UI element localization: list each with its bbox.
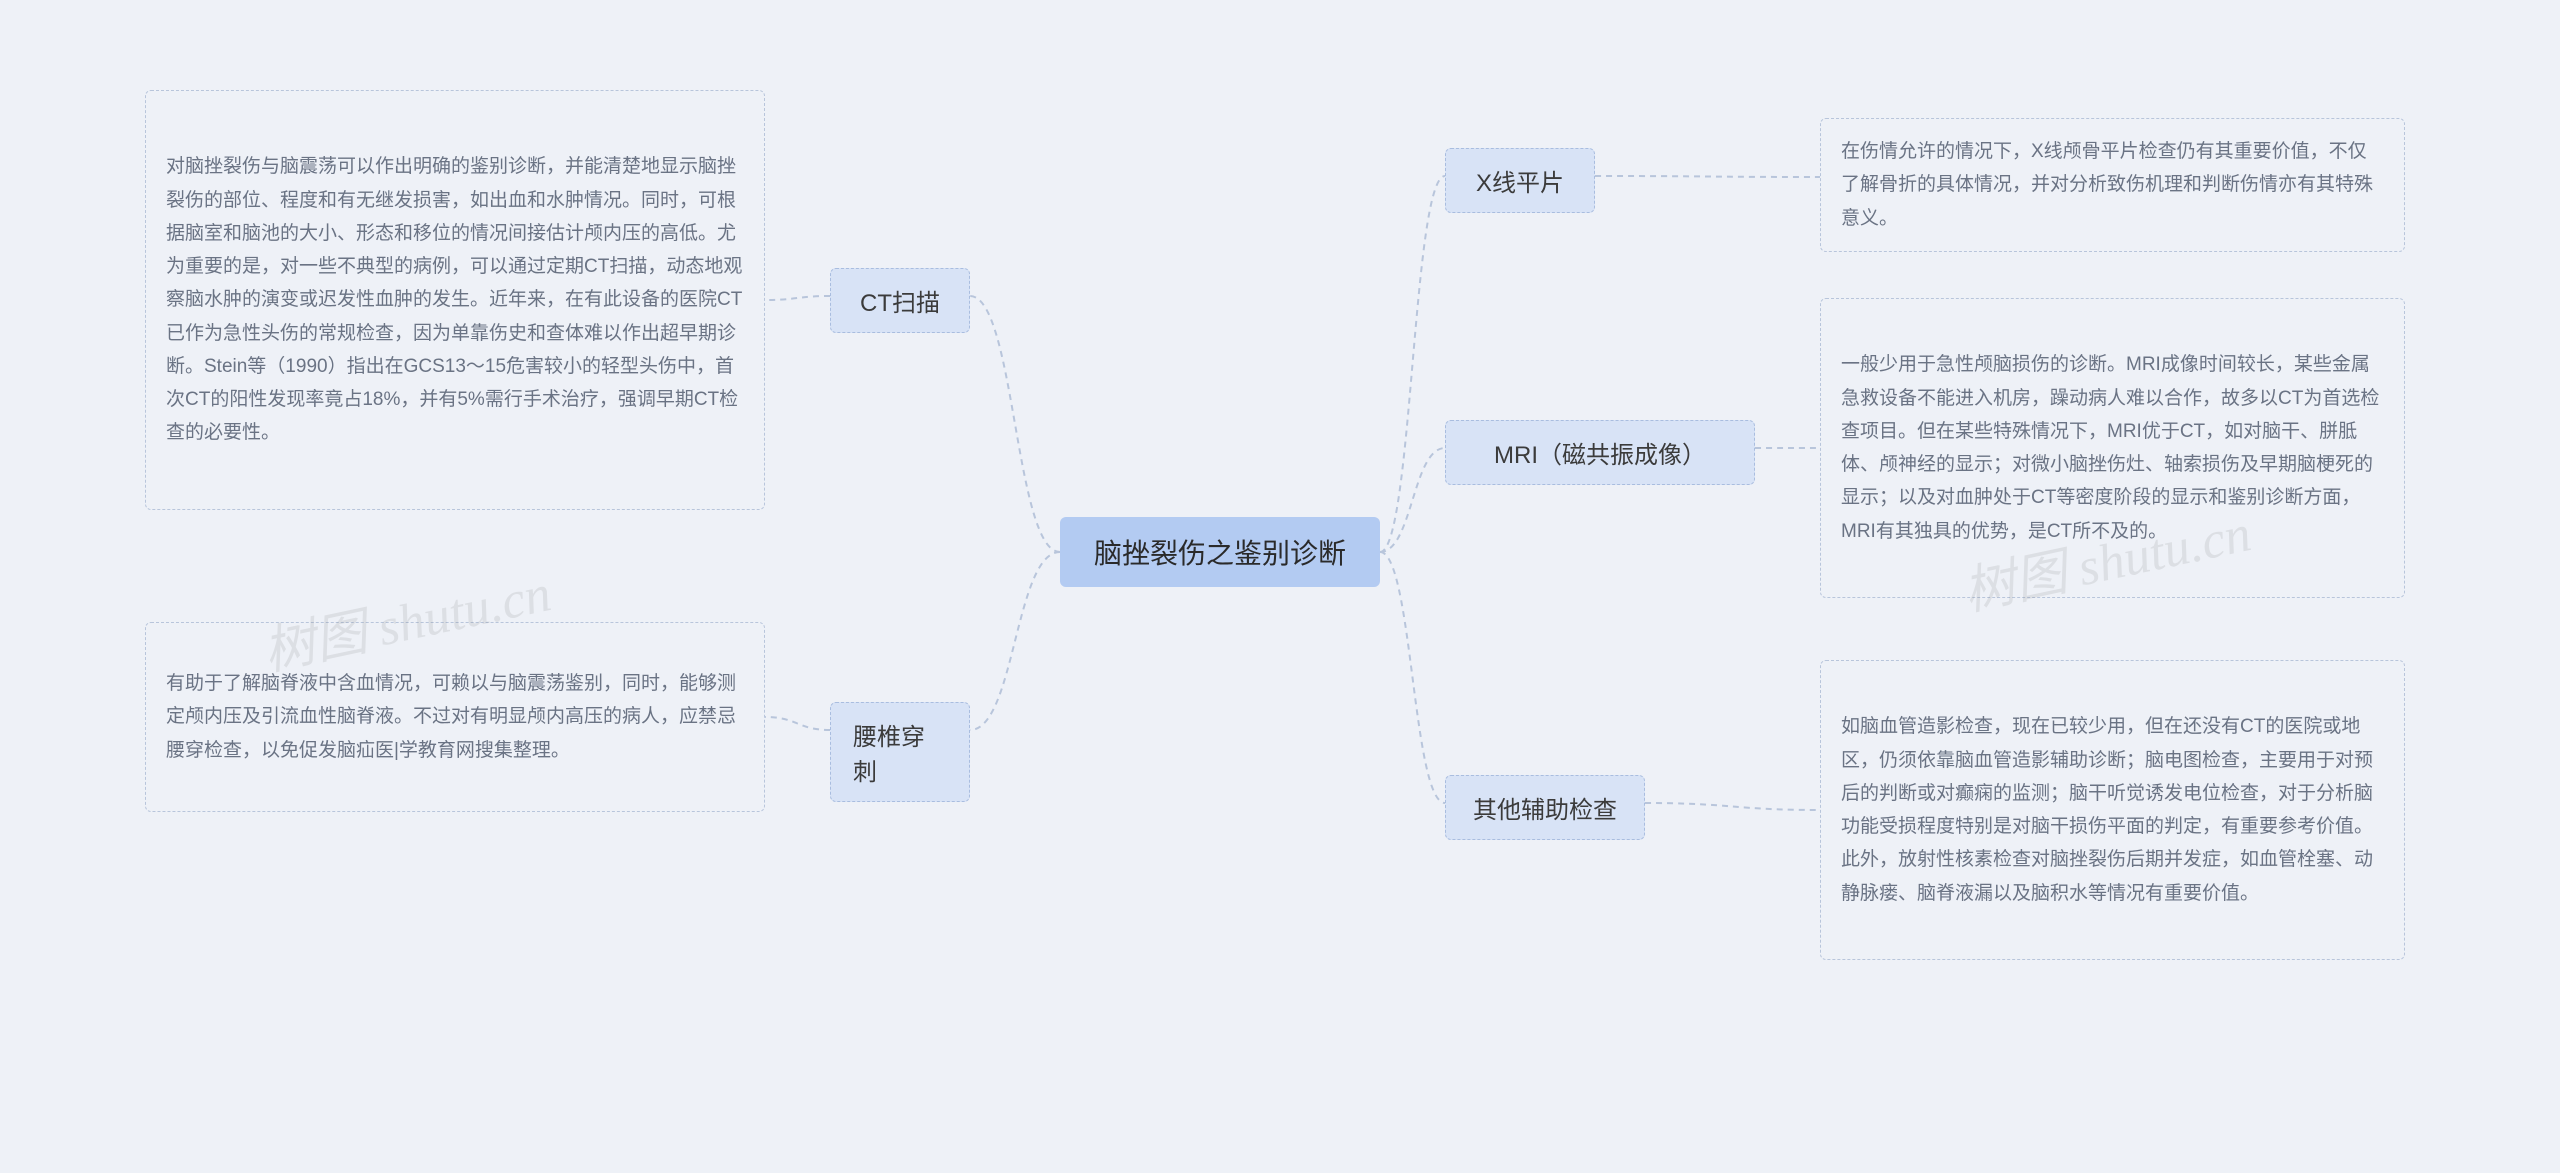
leaf-mri: 一般少用于急性颅脑损伤的诊断。MRI成像时间较长，某些金属急救设备不能进入机房，…: [1820, 298, 2405, 598]
branch-xray: X线平片: [1445, 148, 1595, 213]
leaf-other: 如脑血管造影检查，现在已较少用，但在还没有CT的医院或地区，仍须依靠脑血管造影辅…: [1820, 660, 2405, 960]
leaf-lumbar: 有助于了解脑脊液中含血情况，可赖以与脑震荡鉴别，同时，能够测定颅内压及引流血性脑…: [145, 622, 765, 812]
leaf-xray: 在伤情允许的情况下，X线颅骨平片检查仍有其重要价值，不仅了解骨折的具体情况，并对…: [1820, 118, 2405, 252]
branch-ct: CT扫描: [830, 268, 970, 333]
center-node: 脑挫裂伤之鉴别诊断: [1060, 517, 1380, 587]
branch-lumbar: 腰椎穿刺: [830, 702, 970, 802]
branch-mri: MRI（磁共振成像）: [1445, 420, 1755, 485]
branch-other: 其他辅助检查: [1445, 775, 1645, 840]
leaf-ct: 对脑挫裂伤与脑震荡可以作出明确的鉴别诊断，并能清楚地显示脑挫裂伤的部位、程度和有…: [145, 90, 765, 510]
